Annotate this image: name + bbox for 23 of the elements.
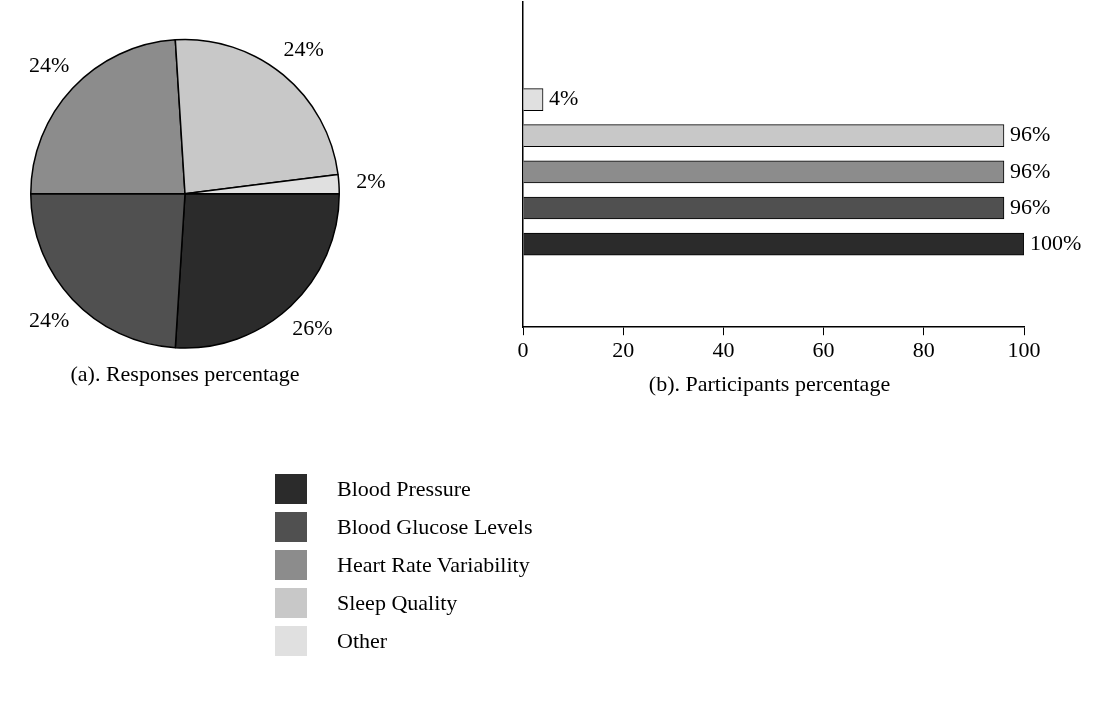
- data-label: 24%: [29, 307, 70, 333]
- data-label: 96%: [1009, 121, 1051, 147]
- legend-label: Other: [337, 628, 388, 654]
- x-tick-label: 0: [517, 337, 529, 363]
- text: (a). Responses percentage: [70, 360, 300, 386]
- x-tick-label: 40: [712, 337, 735, 363]
- data-label: 4%: [549, 85, 579, 111]
- x-tick-label: 20: [612, 337, 635, 363]
- data-label: 2%: [356, 167, 386, 193]
- legend-label: Heart Rate Variability: [337, 552, 530, 578]
- legend-label: Blood Pressure: [337, 476, 471, 502]
- x-tick-label: 80: [912, 337, 935, 363]
- data-label: 26%: [292, 315, 333, 341]
- data-label: 96%: [1009, 193, 1051, 219]
- data-label: 24%: [29, 52, 70, 78]
- data-label: 100%: [1030, 229, 1082, 255]
- x-tick-label: 100: [1007, 337, 1041, 363]
- data-label: 96%: [1009, 157, 1051, 183]
- legend-label: Sleep Quality: [337, 590, 458, 616]
- data-label: 24%: [283, 36, 324, 62]
- text: (b). Participants percentage: [648, 370, 891, 396]
- x-tick-label: 60: [812, 337, 835, 363]
- legend-label: Blood Glucose Levels: [337, 514, 533, 540]
